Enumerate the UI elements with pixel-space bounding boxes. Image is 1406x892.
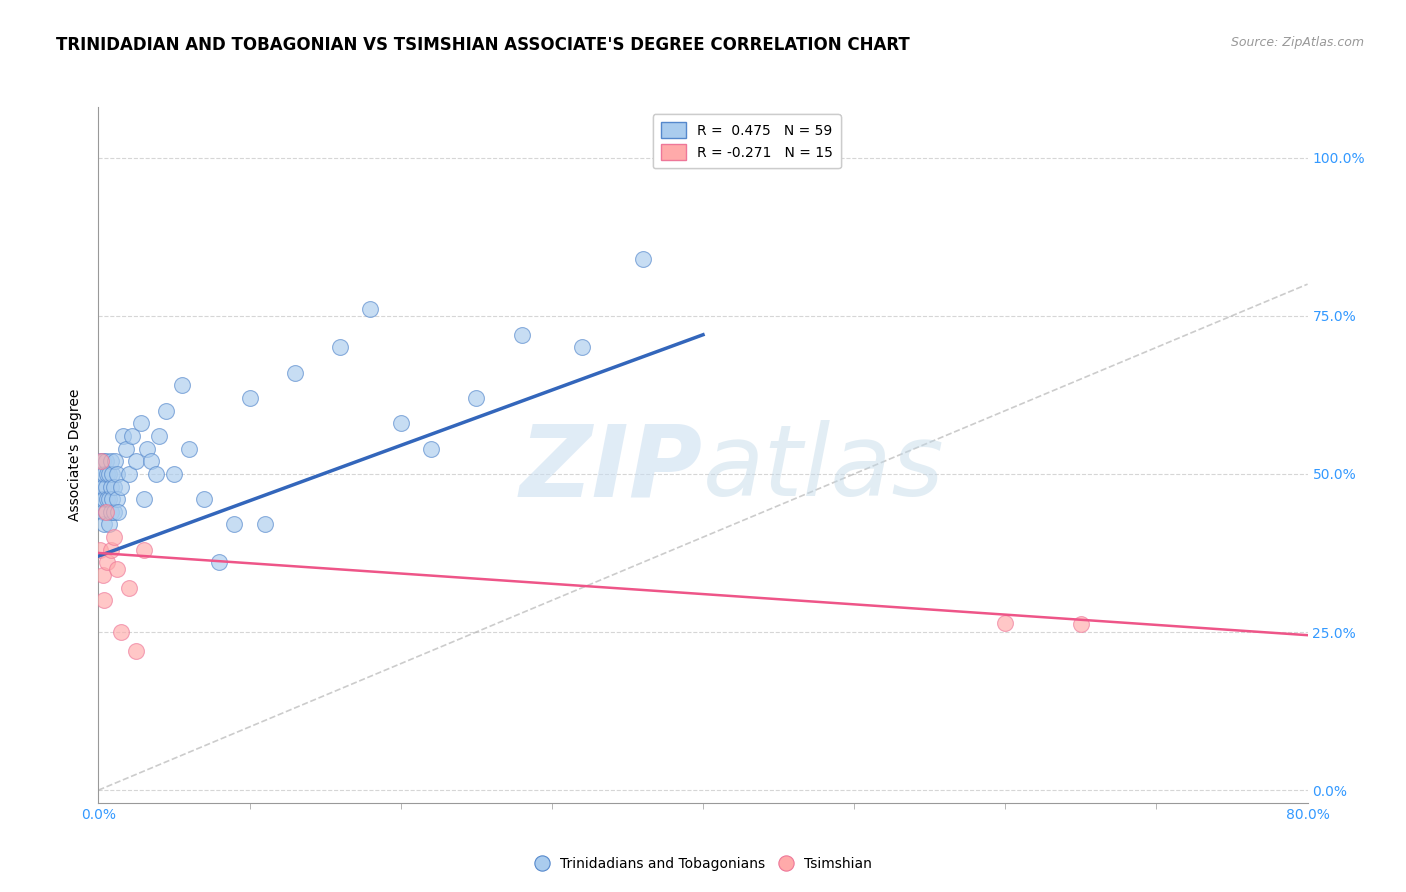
Text: atlas: atlas (703, 420, 945, 517)
Point (105, 492, 128, 507)
Point (89, 479, 111, 493)
Point (571, 340, 593, 354)
Point (208, 556, 231, 570)
Point (148, 429, 170, 443)
Point (107, 505, 129, 519)
Point (145, 467, 167, 481)
Point (101, 467, 124, 481)
Point (465, 391, 488, 405)
Point (224, 517, 246, 532)
Point (105, 467, 128, 481)
Point (141, 454, 163, 468)
Point (94, 479, 117, 493)
Point (90, 454, 112, 468)
Point (90, 492, 112, 507)
Point (135, 442, 157, 456)
Point (125, 454, 148, 468)
Point (89, 542, 111, 557)
Point (91, 505, 114, 519)
Point (155, 403, 177, 417)
Point (118, 581, 141, 595)
Point (94, 454, 117, 468)
Legend: R =  0.475   N = 59, R = -0.271   N = 15: R = 0.475 N = 59, R = -0.271 N = 15 (652, 114, 841, 169)
Point (389, 417, 412, 431)
Point (125, 644, 148, 658)
Point (98, 492, 121, 507)
Point (104, 454, 127, 468)
Point (96, 556, 118, 570)
Point (93, 517, 115, 532)
Point (100, 479, 122, 493)
Point (93, 467, 115, 481)
Point (420, 442, 443, 456)
Point (91, 568, 114, 582)
Point (994, 615, 1017, 630)
Point (98, 517, 121, 532)
Text: Source: ZipAtlas.com: Source: ZipAtlas.com (1230, 36, 1364, 49)
Point (103, 505, 125, 519)
Point (93, 492, 115, 507)
Point (100, 542, 122, 557)
Point (179, 442, 201, 456)
Point (132, 542, 155, 557)
Point (96, 492, 118, 507)
Point (239, 391, 262, 405)
Point (94, 505, 117, 519)
Text: TRINIDADIAN AND TOBAGONIAN VS TSIMSHIAN ASSOCIATE'S DEGREE CORRELATION CHART: TRINIDADIAN AND TOBAGONIAN VS TSIMSHIAN … (56, 36, 910, 54)
Point (89, 454, 111, 468)
Point (98, 467, 121, 481)
Point (100, 454, 122, 468)
Text: ZIP: ZIP (520, 420, 703, 517)
Point (329, 340, 352, 354)
Point (1070, 617, 1092, 632)
Point (121, 429, 143, 443)
Point (129, 417, 152, 431)
Point (170, 378, 193, 392)
Point (132, 492, 155, 507)
Point (110, 625, 132, 640)
Point (103, 479, 125, 493)
Point (93, 593, 115, 607)
Point (360, 302, 382, 317)
Point (100, 505, 122, 519)
Point (510, 327, 533, 342)
Point (631, 252, 654, 266)
Point (284, 366, 307, 380)
Point (101, 492, 124, 507)
Y-axis label: Associate's Degree: Associate's Degree (69, 389, 83, 521)
Point (103, 530, 125, 544)
Point (253, 517, 276, 532)
Point (90, 467, 112, 481)
Point (118, 467, 141, 481)
Legend: Trinidadians and Tobagonians, Tsimshian: Trinidadians and Tobagonians, Tsimshian (529, 851, 877, 876)
Point (110, 479, 132, 493)
Point (96, 467, 118, 481)
Point (94, 505, 117, 519)
Point (114, 442, 136, 456)
Point (163, 467, 186, 481)
Point (91, 454, 114, 468)
Point (105, 562, 128, 576)
Point (111, 429, 134, 443)
Point (193, 492, 215, 507)
Point (91, 479, 114, 493)
